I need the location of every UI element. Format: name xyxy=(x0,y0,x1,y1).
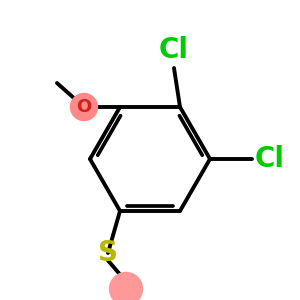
Text: Cl: Cl xyxy=(159,36,189,64)
Circle shape xyxy=(70,94,98,121)
Circle shape xyxy=(110,272,142,300)
Text: S: S xyxy=(98,239,118,267)
Text: Cl: Cl xyxy=(255,145,285,173)
Text: O: O xyxy=(76,98,92,116)
